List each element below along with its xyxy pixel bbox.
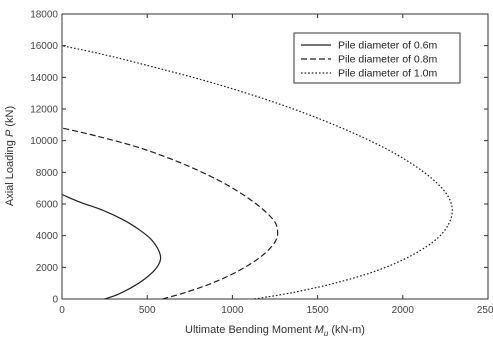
legend-box — [293, 32, 461, 84]
y-tick-label: 2000 — [36, 263, 59, 274]
x-tick-label: 1000 — [221, 305, 244, 316]
x-tick-label: 500 — [139, 305, 156, 316]
x-tick-label: 2000 — [392, 305, 415, 316]
legend-label-2: Pile diameter of 0.8m — [338, 54, 437, 66]
x-axis-title: Ultimate Bending Moment Mu (kN-m) — [185, 324, 365, 338]
y-axis-ticks: 0 2000 4000 6000 8000 10000 12000 14000 16000 180… — [30, 10, 488, 306]
y-tick-label: 12000 — [30, 105, 58, 116]
y-tick-label: 16000 — [30, 41, 58, 52]
y-tick-label: 14000 — [30, 73, 58, 84]
y-tick-label: 18000 — [30, 10, 58, 21]
x-tick-label: 1500 — [306, 305, 329, 316]
series-line-2 — [61, 127, 279, 300]
y-axis-title: Axial Loading P (kN) — [4, 106, 16, 206]
series-line-3 — [61, 45, 453, 300]
legend-label-1: Pile diameter of 0.6m — [338, 40, 437, 52]
legend: Pile diameter of 0.6m Pile diameter of 0.… — [293, 32, 461, 84]
y-tick-label: 10000 — [30, 136, 58, 147]
y-tick-label: 0 — [52, 295, 58, 306]
x-tick-label: 0 — [59, 305, 65, 316]
y-tick-label: 4000 — [36, 231, 59, 242]
y-tick-label: 8000 — [36, 168, 59, 179]
series-line-1 — [61, 193, 162, 300]
legend-entries: Pile diameter of 0.6m Pile diameter of 0.… — [301, 40, 437, 80]
series-layer — [61, 45, 453, 300]
y-tick-label: 6000 — [36, 200, 59, 211]
legend-label-3: Pile diameter of 1.0m — [338, 68, 437, 80]
